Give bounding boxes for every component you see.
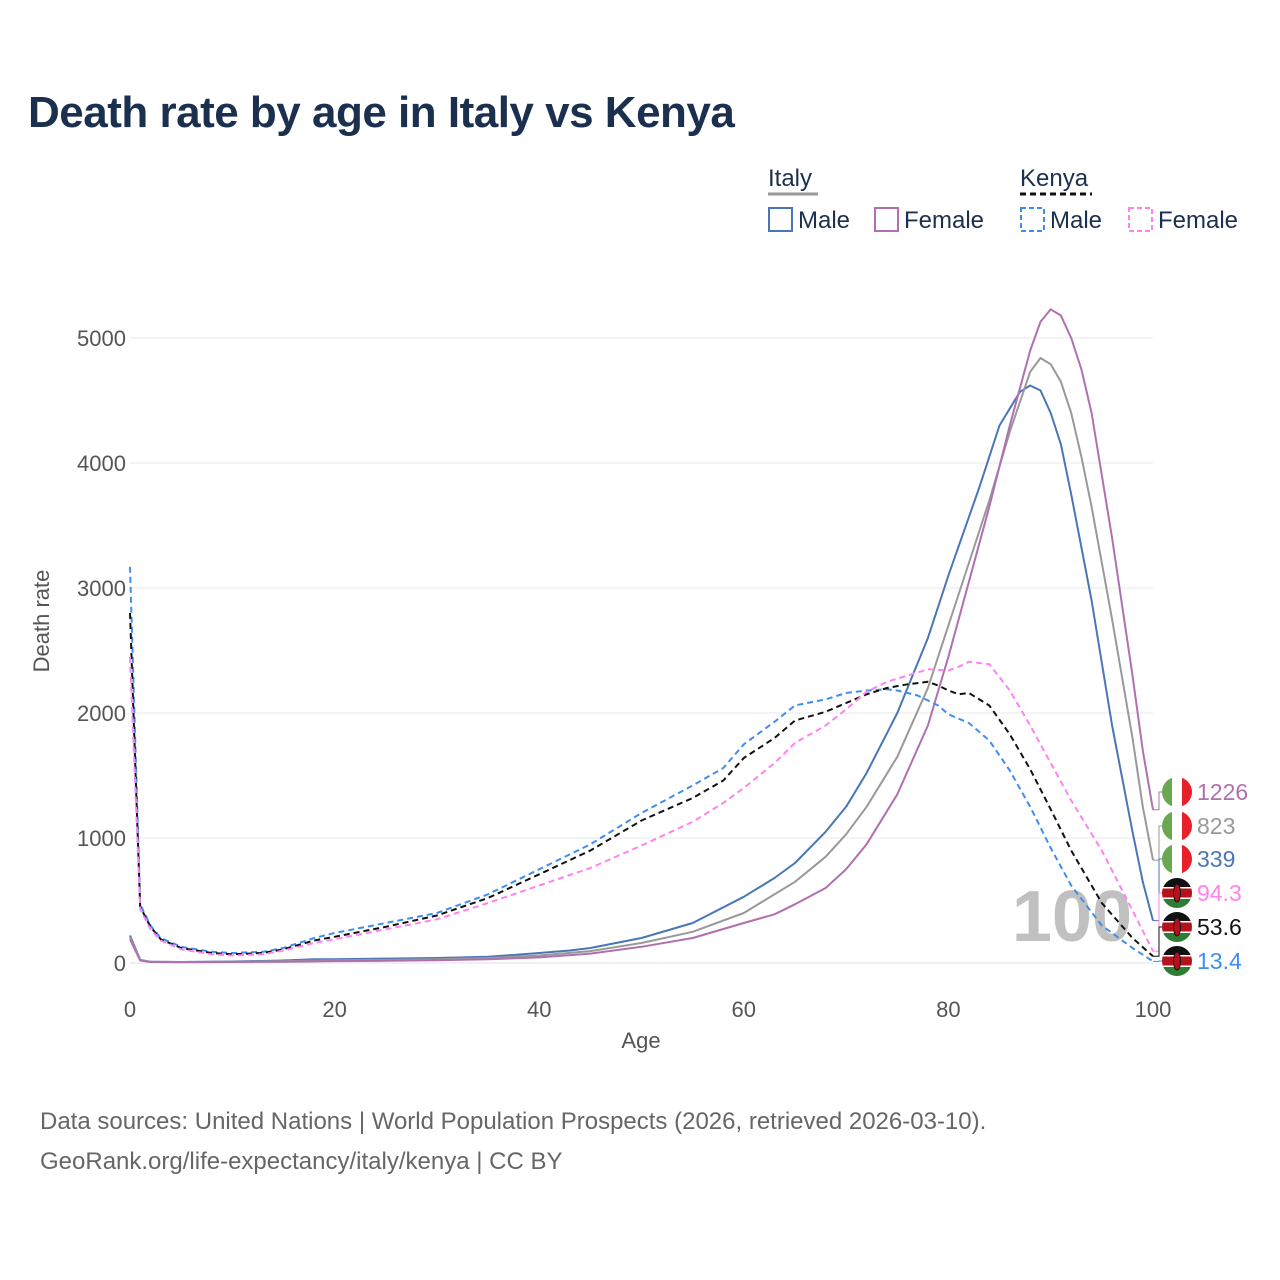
flag-stripe <box>1182 777 1192 807</box>
y-tick-label: 1000 <box>77 826 126 851</box>
flag-stripe <box>1162 932 1192 942</box>
end-label-value: 823 <box>1197 813 1235 839</box>
legend-swatch[interactable] <box>874 207 899 232</box>
legend-swatch[interactable] <box>1128 207 1153 232</box>
flag-stripe <box>1182 811 1192 841</box>
legend-item-italy-female[interactable]: Female <box>904 207 984 234</box>
y-tick-label: 3000 <box>77 576 126 601</box>
flag-body <box>1162 777 1192 807</box>
end-label-value: 1226 <box>1197 779 1248 805</box>
chart-title: Death rate by age in Italy vs Kenya <box>28 88 735 137</box>
y-tick-label: 0 <box>114 951 126 976</box>
italy-flag-icon <box>1162 777 1192 807</box>
end-label-value: 94.3 <box>1197 880 1242 906</box>
flag-body <box>1162 912 1192 942</box>
flag-body <box>1162 844 1192 874</box>
flag-stripe <box>1172 777 1182 807</box>
flag-stripe <box>1162 898 1192 908</box>
legend-swatch[interactable] <box>1020 207 1045 232</box>
legend-group-title-kenya: Kenya <box>1020 165 1089 192</box>
x-tick-label: 20 <box>322 997 346 1022</box>
series-line-italy-male <box>129 384 1154 963</box>
end-label-value: 13.4 <box>1197 948 1242 974</box>
footer-source: Data sources: United Nations | World Pop… <box>40 1108 987 1135</box>
x-tick-label: 100 <box>1135 997 1172 1022</box>
series-line-italy-female <box>129 308 1154 964</box>
flag-stripe <box>1182 844 1192 874</box>
kenya-flag-icon <box>1162 912 1192 942</box>
flag-stripe <box>1172 811 1182 841</box>
legend: Italy Male Female Kenya Male Female <box>768 165 1238 234</box>
y-tick-label: 5000 <box>77 326 126 351</box>
label-leader <box>1153 926 1163 957</box>
label-leader <box>1153 858 1163 922</box>
flag-stripe <box>1162 966 1192 976</box>
series-line-kenya-both <box>129 612 1154 958</box>
y-axis-title: Death rate <box>29 570 54 673</box>
label-leader <box>1153 892 1163 952</box>
footer-link[interactable]: GeoRank.org/life-expectancy/italy/kenya … <box>40 1148 563 1175</box>
x-tick-label: 0 <box>124 997 136 1022</box>
y-tick-label: 4000 <box>77 451 126 476</box>
italy-flag-icon <box>1162 844 1192 874</box>
flag-stripe <box>1172 844 1182 874</box>
series-line-kenya-male <box>129 566 1154 963</box>
end-labels: 1226 823 339 94.3 53.6 13.4 <box>1153 777 1248 976</box>
end-label-value: 339 <box>1197 846 1235 872</box>
flag-stripe <box>1162 811 1172 841</box>
flag-stripe <box>1162 878 1192 888</box>
label-leader <box>1153 791 1163 811</box>
flag-body <box>1162 878 1192 908</box>
series-line-kenya-female <box>129 656 1154 957</box>
flag-stripe <box>1162 777 1172 807</box>
label-leader <box>1153 825 1163 861</box>
flag-stripe <box>1162 912 1192 922</box>
x-tick-label: 40 <box>527 997 551 1022</box>
series-line-italy-both <box>129 357 1154 963</box>
flag-stripe <box>1162 946 1192 956</box>
legend-item-kenya-female[interactable]: Female <box>1158 207 1238 234</box>
flag-body <box>1162 811 1192 841</box>
kenya-flag-icon <box>1162 878 1192 908</box>
flag-shield <box>1173 917 1181 937</box>
x-axis-title: Age <box>621 1028 660 1053</box>
series-lines <box>129 308 1154 964</box>
end-label-value: 53.6 <box>1197 914 1242 940</box>
x-tick-label: 80 <box>936 997 960 1022</box>
flag-shield <box>1173 951 1181 971</box>
italy-flag-icon <box>1162 811 1192 841</box>
legend-item-italy-male[interactable]: Male <box>798 207 850 234</box>
x-tick-label: 60 <box>732 997 756 1022</box>
kenya-flag-icon <box>1162 946 1192 976</box>
y-tick-label: 2000 <box>77 701 126 726</box>
flag-stripe <box>1162 844 1172 874</box>
legend-group-title-italy: Italy <box>768 165 812 192</box>
gridlines <box>130 337 1153 964</box>
year-watermark: 100 <box>1012 877 1132 957</box>
legend-swatch[interactable] <box>768 207 793 232</box>
flag-shield <box>1173 883 1181 903</box>
x-axis-ticks: 0 20 40 60 80 100 <box>124 997 1171 1022</box>
flag-body <box>1162 946 1192 976</box>
y-axis-ticks: 0 1000 2000 3000 4000 5000 <box>77 326 126 976</box>
legend-item-kenya-male[interactable]: Male <box>1050 207 1102 234</box>
